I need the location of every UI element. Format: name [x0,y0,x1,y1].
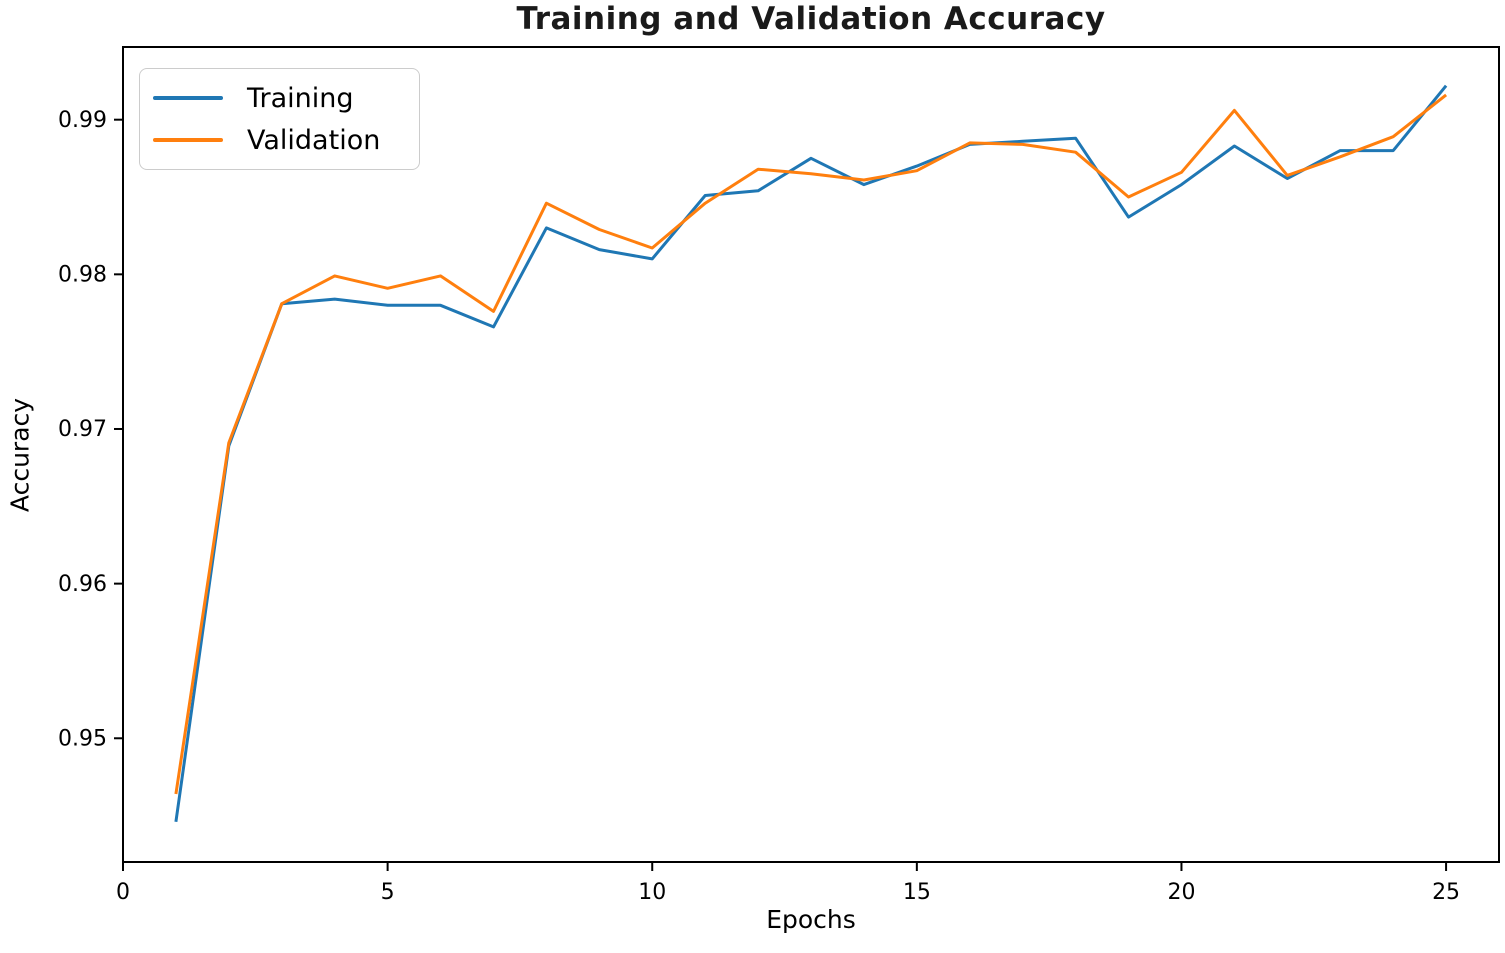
y-axis-label: Accuracy [5,397,35,513]
training-line [174,84,1448,823]
plot-border [122,46,1500,863]
legend-label-training: Training [247,82,354,114]
x-tick-label: 10 [638,880,666,905]
training-line-swatch [153,96,223,100]
y-tick-label: 0.95 [58,727,107,752]
x-axis-label: Epochs [766,905,856,934]
x-tick-label: 5 [381,880,395,905]
validation-line [174,93,1448,795]
y-tick-label: 0.99 [58,108,107,133]
y-tick-label: 0.98 [58,263,107,288]
x-tick-label: 20 [1167,880,1195,905]
legend-item-validation: Validation [153,127,409,154]
x-tick-label: 0 [116,880,130,905]
x-tick-label: 25 [1432,880,1460,905]
legend-item-training: Training [153,85,409,112]
y-tick-label: 0.97 [58,417,107,442]
y-tick-label: 0.96 [58,572,107,597]
x-tick-label: 15 [903,880,931,905]
legend-label-validation: Validation [247,124,381,156]
chart-title: Training and Validation Accuracy [516,1,1106,37]
validation-line-swatch [153,138,223,142]
legend: Training Validation [139,68,420,170]
